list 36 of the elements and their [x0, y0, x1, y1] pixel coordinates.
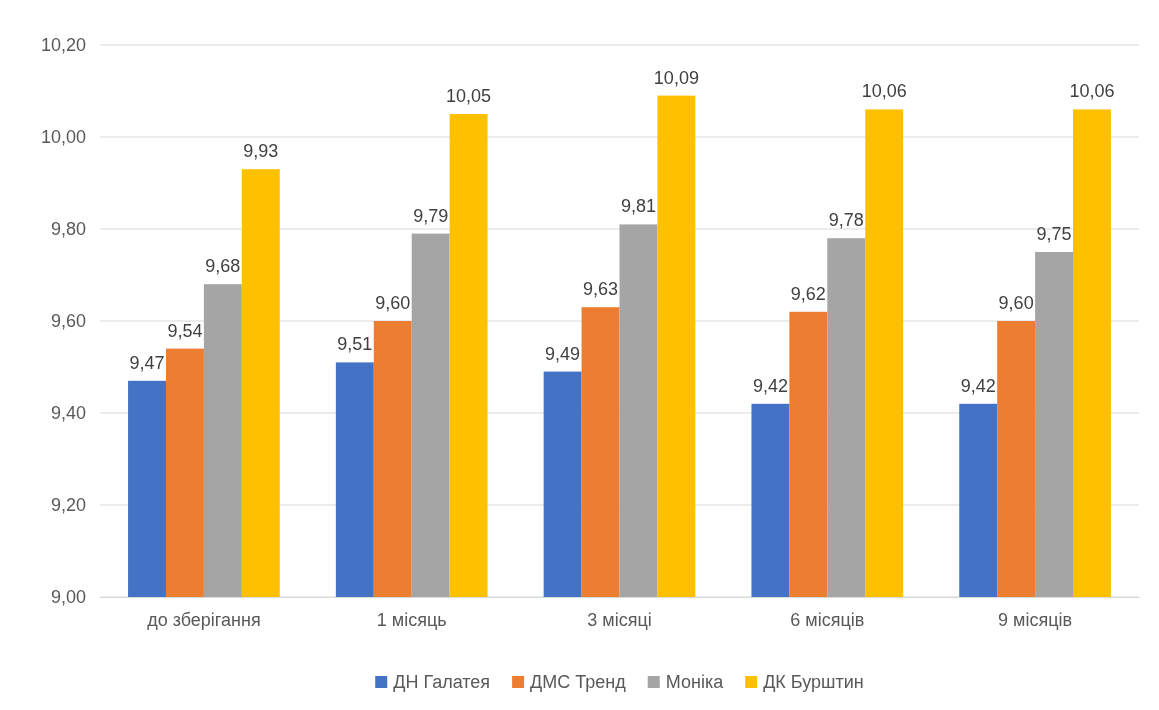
x-tick-label: 6 місяців: [790, 609, 865, 630]
legend-label: ДМС Тренд: [530, 672, 627, 692]
y-tick-label: 10,00: [40, 127, 86, 148]
x-tick-label: 9 місяців: [998, 609, 1073, 630]
y-tick-label: 9,00: [50, 587, 86, 608]
y-tick-label: 9,60: [50, 311, 86, 332]
data-label: 9,54: [167, 320, 203, 341]
data-label: 10,05: [446, 86, 492, 106]
data-label: 10,06: [861, 81, 907, 102]
data-label: 9,62: [790, 283, 826, 304]
data-label: 10,06: [1069, 81, 1115, 102]
data-label: 9,63: [583, 279, 619, 300]
legend-label: ДК Бурштин: [763, 672, 864, 692]
data-label: 9,75: [1036, 224, 1072, 244]
data-label: 9,60: [375, 293, 411, 313]
data-label: 9,49: [545, 343, 581, 364]
y-tick-label: 10,20: [40, 35, 86, 56]
data-label: 9,81: [620, 196, 656, 217]
x-tick-label: до зберігання: [147, 609, 261, 630]
data-label: 9,79: [413, 205, 449, 226]
data-label: 9,60: [998, 293, 1034, 313]
data-label: 9,93: [243, 141, 279, 162]
y-tick-label: 9,40: [50, 403, 86, 424]
x-tick-label: 3 місяці: [587, 609, 652, 630]
data-label: 9,42: [960, 375, 996, 396]
x-tick-label: 1 місяць: [376, 609, 447, 630]
data-label: 9,78: [828, 210, 864, 231]
data-label: 9,51: [337, 334, 373, 355]
legend-label: ДН Галатея: [393, 672, 491, 692]
data-label: 10,09: [653, 67, 699, 88]
legend-label: Моніка: [665, 672, 725, 692]
data-label: 9,42: [752, 375, 788, 396]
y-tick-label: 9,20: [50, 495, 86, 516]
y-tick-label: 9,80: [50, 219, 86, 240]
data-label: 9,68: [205, 256, 241, 277]
data-label: 9,47: [129, 352, 165, 373]
